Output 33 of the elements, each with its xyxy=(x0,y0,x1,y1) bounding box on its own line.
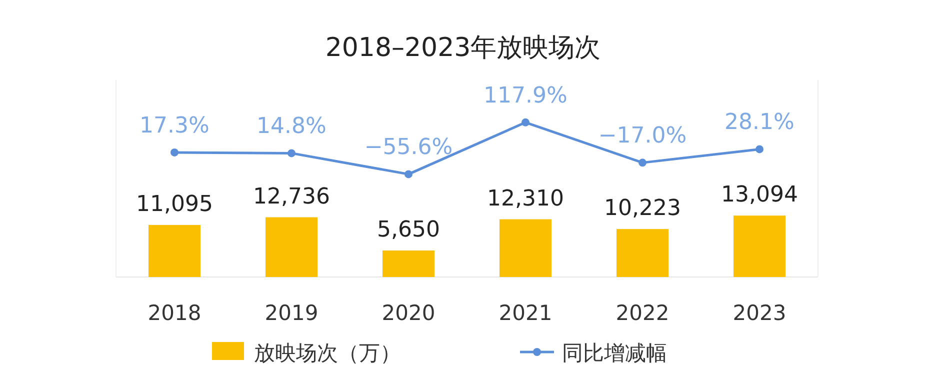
x-tick-label: 2020 xyxy=(382,301,436,325)
bar xyxy=(382,250,434,277)
data-label: −17.0% xyxy=(598,124,687,149)
bar xyxy=(266,217,318,277)
point xyxy=(288,149,296,158)
data-label: 12,310 xyxy=(487,186,564,212)
x-tick-label: 2022 xyxy=(616,301,670,325)
data-label: −55.6% xyxy=(364,135,453,160)
x-tick-label: 2021 xyxy=(498,301,552,325)
point xyxy=(170,148,178,156)
chart-title: 2018–2023年放映场次 xyxy=(325,33,601,63)
bar xyxy=(616,229,668,277)
data-label: 17.3% xyxy=(140,113,210,138)
data-label: 13,094 xyxy=(721,182,798,208)
point xyxy=(404,170,412,178)
x-tick-label: 2019 xyxy=(264,301,318,325)
x-tick-label: 2018 xyxy=(148,301,202,325)
point xyxy=(756,145,764,154)
data-label: 14.8% xyxy=(256,114,326,140)
x-tick-label: 2023 xyxy=(732,301,786,325)
point xyxy=(638,158,646,167)
legend-label: 放映场次（万） xyxy=(254,341,401,365)
bar xyxy=(500,219,552,277)
data-label: 117.9% xyxy=(484,83,568,108)
data-label: 5,650 xyxy=(377,218,440,242)
point xyxy=(522,118,530,126)
data-label: 28.1% xyxy=(724,110,794,136)
data-label: 12,736 xyxy=(253,184,330,210)
legend-label: 同比增减幅 xyxy=(562,341,667,365)
bar xyxy=(148,224,200,277)
data-label: 10,223 xyxy=(604,196,681,222)
bar xyxy=(734,216,786,277)
data-label: 11,095 xyxy=(136,192,213,217)
